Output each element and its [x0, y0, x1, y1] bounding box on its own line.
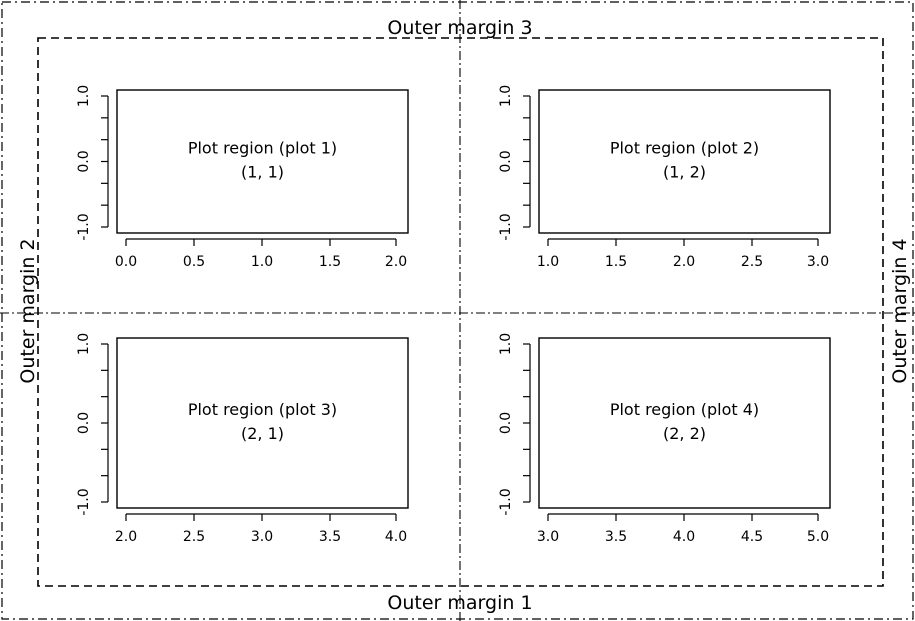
x-tick-label: 1.0: [251, 254, 273, 270]
x-tick-label: 0.0: [115, 254, 137, 270]
plot-region-label: Plot region (plot 1): [188, 139, 337, 158]
x-tick-label: 3.0: [251, 529, 273, 545]
plot-region-box: [116, 337, 409, 509]
y-tick-label: 0.0: [498, 412, 514, 434]
x-tick-label: 4.0: [385, 529, 407, 545]
y-tick-label: 1.0: [76, 333, 92, 355]
x-tick-label: 2.5: [741, 254, 763, 270]
x-tick-label: 3.5: [605, 529, 627, 545]
plot-panel-1: Plot region (plot 1) (1, 1) 0.0 0.5 1.0 1.5 2.…: [76, 85, 409, 270]
y-tick-label: 0.0: [76, 412, 92, 434]
plot-index-label: (1, 2): [663, 163, 706, 182]
x-tick-label: 2.0: [673, 254, 695, 270]
y-tick-label: -1.0: [76, 213, 92, 240]
plot-region-box: [116, 89, 409, 234]
y-tick-label: -1.0: [76, 488, 92, 515]
outer-margin-1-label: Outer margin 1: [387, 592, 532, 614]
x-tick-label: 1.0: [537, 254, 559, 270]
x-tick-label: 0.5: [183, 254, 205, 270]
y-tick-label: 0.0: [498, 150, 514, 172]
x-tick-label: 4.5: [741, 529, 763, 545]
plot-region-label: Plot region (plot 3): [188, 400, 337, 419]
y-tick-label: 0.0: [76, 150, 92, 172]
outer-margin-4-label: Outer margin 4: [889, 238, 911, 383]
plot-panel-4: Plot region (plot 4) (2, 2) 3.0 3.5 4.0 4.5 5.…: [498, 333, 831, 545]
y-tick-label: -1.0: [498, 488, 514, 515]
plot-panel-3: Plot region (plot 3) (2, 1) 2.0 2.5 3.0 3.5 4.…: [76, 333, 409, 545]
x-tick-label: 5.0: [807, 529, 829, 545]
x-tick-label: 3.0: [807, 254, 829, 270]
y-tick-label: 1.0: [76, 85, 92, 107]
plot-index-label: (2, 2): [663, 424, 706, 443]
outer-margin-3-label: Outer margin 3: [387, 17, 532, 39]
plot-region-label: Plot region (plot 2): [610, 139, 759, 158]
y-tick-label: 1.0: [498, 333, 514, 355]
y-tick-label: -1.0: [498, 213, 514, 240]
x-tick-label: 2.5: [183, 529, 205, 545]
x-tick-label: 4.0: [673, 529, 695, 545]
x-tick-label: 2.0: [385, 254, 407, 270]
plot-panel-2: Plot region (plot 2) (1, 2) 1.0 1.5 2.0 2.5 3.…: [498, 85, 831, 270]
plot-index-label: (1, 1): [241, 163, 284, 182]
y-tick-label: 1.0: [498, 85, 514, 107]
plot-region-box: [538, 337, 831, 509]
plot-index-label: (2, 1): [241, 424, 284, 443]
x-tick-label: 3.5: [319, 529, 341, 545]
plot-panels: Plot region (plot 1) (1, 1) 0.0 0.5 1.0 1.5 2.…: [76, 85, 831, 545]
x-tick-label: 1.5: [319, 254, 341, 270]
x-tick-label: 2.0: [115, 529, 137, 545]
x-tick-label: 3.0: [537, 529, 559, 545]
x-tick-label: 1.5: [605, 254, 627, 270]
plot-region-box: [538, 89, 831, 234]
plot-region-label: Plot region (plot 4): [610, 400, 759, 419]
outer-margin-2-label: Outer margin 2: [17, 238, 39, 383]
